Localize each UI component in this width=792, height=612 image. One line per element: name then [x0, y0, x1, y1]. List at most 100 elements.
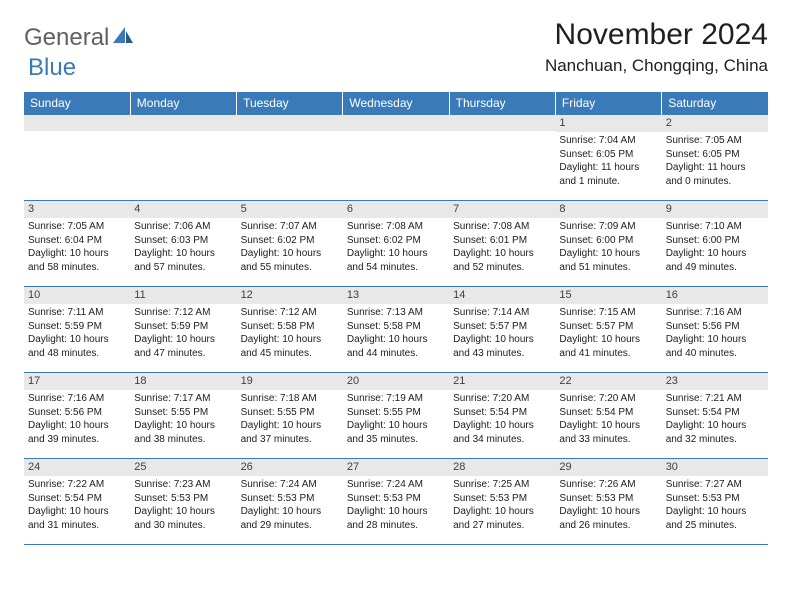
calendar-day-cell: 24Sunrise: 7:22 AMSunset: 5:54 PMDayligh…	[24, 459, 130, 545]
calendar-day-cell	[24, 115, 130, 201]
calendar-day-cell	[130, 115, 236, 201]
calendar-day-cell: 22Sunrise: 7:20 AMSunset: 5:54 PMDayligh…	[555, 373, 661, 459]
day-number: 22	[555, 373, 661, 390]
weekday-header: Thursday	[449, 92, 555, 115]
day-data: Sunrise: 7:22 AMSunset: 5:54 PMDaylight:…	[24, 476, 130, 534]
day-data: Sunrise: 7:11 AMSunset: 5:59 PMDaylight:…	[24, 304, 130, 362]
calendar-day-cell: 27Sunrise: 7:24 AMSunset: 5:53 PMDayligh…	[343, 459, 449, 545]
calendar-day-cell: 23Sunrise: 7:21 AMSunset: 5:54 PMDayligh…	[662, 373, 768, 459]
day-number: 12	[237, 287, 343, 304]
day-number: 29	[555, 459, 661, 476]
logo: General	[24, 24, 137, 52]
day-data: Sunrise: 7:15 AMSunset: 5:57 PMDaylight:…	[555, 304, 661, 362]
day-data: Sunrise: 7:05 AMSunset: 6:05 PMDaylight:…	[662, 132, 768, 190]
day-data: Sunrise: 7:12 AMSunset: 5:59 PMDaylight:…	[130, 304, 236, 362]
day-data: Sunrise: 7:27 AMSunset: 5:53 PMDaylight:…	[662, 476, 768, 534]
day-number-empty	[130, 115, 236, 131]
day-number: 5	[237, 201, 343, 218]
calendar-day-cell: 25Sunrise: 7:23 AMSunset: 5:53 PMDayligh…	[130, 459, 236, 545]
day-data: Sunrise: 7:04 AMSunset: 6:05 PMDaylight:…	[555, 132, 661, 190]
day-number: 10	[24, 287, 130, 304]
calendar-day-cell: 15Sunrise: 7:15 AMSunset: 5:57 PMDayligh…	[555, 287, 661, 373]
calendar-day-cell: 30Sunrise: 7:27 AMSunset: 5:53 PMDayligh…	[662, 459, 768, 545]
weekday-header: Tuesday	[237, 92, 343, 115]
day-data: Sunrise: 7:17 AMSunset: 5:55 PMDaylight:…	[130, 390, 236, 448]
calendar-day-cell: 1Sunrise: 7:04 AMSunset: 6:05 PMDaylight…	[555, 115, 661, 201]
day-data: Sunrise: 7:16 AMSunset: 5:56 PMDaylight:…	[24, 390, 130, 448]
day-data: Sunrise: 7:23 AMSunset: 5:53 PMDaylight:…	[130, 476, 236, 534]
day-number: 24	[24, 459, 130, 476]
day-number: 23	[662, 373, 768, 390]
day-data: Sunrise: 7:05 AMSunset: 6:04 PMDaylight:…	[24, 218, 130, 276]
day-data: Sunrise: 7:08 AMSunset: 6:02 PMDaylight:…	[343, 218, 449, 276]
day-number: 17	[24, 373, 130, 390]
day-data: Sunrise: 7:20 AMSunset: 5:54 PMDaylight:…	[449, 390, 555, 448]
day-number: 11	[130, 287, 236, 304]
month-title: November 2024	[545, 18, 768, 52]
day-number: 1	[555, 115, 661, 132]
day-number: 7	[449, 201, 555, 218]
day-data: Sunrise: 7:16 AMSunset: 5:56 PMDaylight:…	[662, 304, 768, 362]
day-number: 30	[662, 459, 768, 476]
day-number: 18	[130, 373, 236, 390]
day-data: Sunrise: 7:13 AMSunset: 5:58 PMDaylight:…	[343, 304, 449, 362]
calendar-day-cell: 12Sunrise: 7:12 AMSunset: 5:58 PMDayligh…	[237, 287, 343, 373]
logo-sail-icon	[113, 27, 135, 50]
day-data: Sunrise: 7:26 AMSunset: 5:53 PMDaylight:…	[555, 476, 661, 534]
calendar-day-cell: 9Sunrise: 7:10 AMSunset: 6:00 PMDaylight…	[662, 201, 768, 287]
calendar-day-cell	[237, 115, 343, 201]
calendar-day-cell: 19Sunrise: 7:18 AMSunset: 5:55 PMDayligh…	[237, 373, 343, 459]
calendar-day-cell: 6Sunrise: 7:08 AMSunset: 6:02 PMDaylight…	[343, 201, 449, 287]
calendar-body: 1Sunrise: 7:04 AMSunset: 6:05 PMDaylight…	[24, 115, 768, 545]
day-number: 21	[449, 373, 555, 390]
weekday-header: Monday	[130, 92, 236, 115]
day-number: 26	[237, 459, 343, 476]
calendar-day-cell: 18Sunrise: 7:17 AMSunset: 5:55 PMDayligh…	[130, 373, 236, 459]
day-number: 8	[555, 201, 661, 218]
calendar-day-cell: 21Sunrise: 7:20 AMSunset: 5:54 PMDayligh…	[449, 373, 555, 459]
day-number: 27	[343, 459, 449, 476]
day-data: Sunrise: 7:08 AMSunset: 6:01 PMDaylight:…	[449, 218, 555, 276]
calendar-week-row: 1Sunrise: 7:04 AMSunset: 6:05 PMDaylight…	[24, 115, 768, 201]
calendar-day-cell: 29Sunrise: 7:26 AMSunset: 5:53 PMDayligh…	[555, 459, 661, 545]
day-number: 19	[237, 373, 343, 390]
calendar-week-row: 17Sunrise: 7:16 AMSunset: 5:56 PMDayligh…	[24, 373, 768, 459]
day-number: 16	[662, 287, 768, 304]
calendar-week-row: 24Sunrise: 7:22 AMSunset: 5:54 PMDayligh…	[24, 459, 768, 545]
day-data: Sunrise: 7:24 AMSunset: 5:53 PMDaylight:…	[343, 476, 449, 534]
calendar-day-cell: 20Sunrise: 7:19 AMSunset: 5:55 PMDayligh…	[343, 373, 449, 459]
calendar-day-cell: 26Sunrise: 7:24 AMSunset: 5:53 PMDayligh…	[237, 459, 343, 545]
day-number: 15	[555, 287, 661, 304]
day-number: 9	[662, 201, 768, 218]
day-number: 3	[24, 201, 130, 218]
location: Nanchuan, Chongqing, China	[545, 56, 768, 76]
day-data: Sunrise: 7:09 AMSunset: 6:00 PMDaylight:…	[555, 218, 661, 276]
day-data: Sunrise: 7:12 AMSunset: 5:58 PMDaylight:…	[237, 304, 343, 362]
day-number: 20	[343, 373, 449, 390]
day-data: Sunrise: 7:19 AMSunset: 5:55 PMDaylight:…	[343, 390, 449, 448]
day-data: Sunrise: 7:10 AMSunset: 6:00 PMDaylight:…	[662, 218, 768, 276]
title-block: November 2024 Nanchuan, Chongqing, China	[545, 18, 768, 76]
day-number: 28	[449, 459, 555, 476]
calendar-day-cell: 8Sunrise: 7:09 AMSunset: 6:00 PMDaylight…	[555, 201, 661, 287]
logo-text-general: General	[24, 24, 109, 52]
calendar-day-cell: 11Sunrise: 7:12 AMSunset: 5:59 PMDayligh…	[130, 287, 236, 373]
day-number: 13	[343, 287, 449, 304]
weekday-header: Saturday	[662, 92, 768, 115]
calendar-table: SundayMondayTuesdayWednesdayThursdayFrid…	[24, 92, 768, 545]
calendar-day-cell: 2Sunrise: 7:05 AMSunset: 6:05 PMDaylight…	[662, 115, 768, 201]
day-data: Sunrise: 7:14 AMSunset: 5:57 PMDaylight:…	[449, 304, 555, 362]
calendar-day-cell	[449, 115, 555, 201]
calendar-week-row: 10Sunrise: 7:11 AMSunset: 5:59 PMDayligh…	[24, 287, 768, 373]
calendar-day-cell: 16Sunrise: 7:16 AMSunset: 5:56 PMDayligh…	[662, 287, 768, 373]
calendar-day-cell: 4Sunrise: 7:06 AMSunset: 6:03 PMDaylight…	[130, 201, 236, 287]
day-data: Sunrise: 7:25 AMSunset: 5:53 PMDaylight:…	[449, 476, 555, 534]
weekday-header: Friday	[555, 92, 661, 115]
day-number-empty	[343, 115, 449, 131]
calendar-day-cell: 5Sunrise: 7:07 AMSunset: 6:02 PMDaylight…	[237, 201, 343, 287]
day-number: 6	[343, 201, 449, 218]
day-data: Sunrise: 7:18 AMSunset: 5:55 PMDaylight:…	[237, 390, 343, 448]
day-number: 14	[449, 287, 555, 304]
day-number: 25	[130, 459, 236, 476]
weekday-header: Wednesday	[343, 92, 449, 115]
